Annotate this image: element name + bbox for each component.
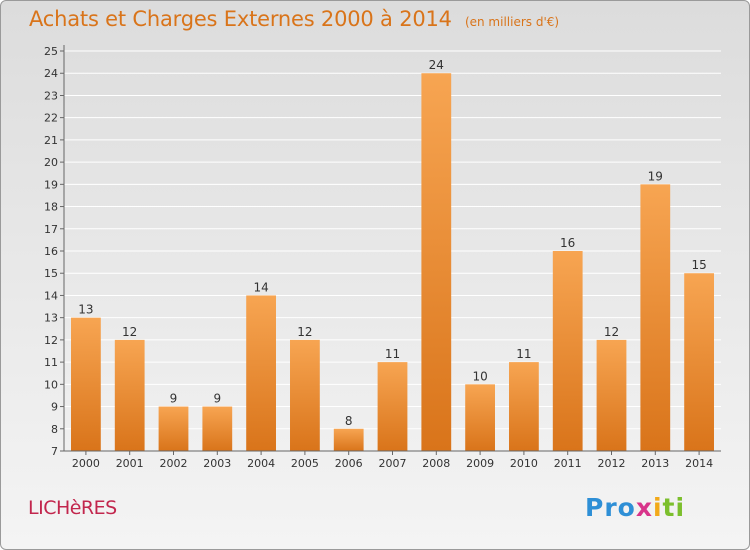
x-tick-label: 2004: [247, 457, 275, 470]
y-tick-label: 8: [51, 423, 58, 436]
y-tick-label: 12: [44, 334, 58, 347]
bar: [640, 184, 671, 452]
y-tick-label: 10: [44, 378, 58, 391]
bar-value-label: 16: [560, 236, 575, 250]
bar: [246, 295, 276, 451]
bar: [71, 317, 101, 451]
bar-value-label: 9: [170, 392, 178, 406]
y-tick-label: 24: [44, 67, 58, 80]
y-tick-label: 11: [44, 356, 58, 369]
bar-value-label: 13: [78, 303, 93, 317]
y-tick-label: 19: [44, 178, 58, 191]
logo-part-pro: Pro: [585, 493, 636, 522]
bar-value-label: 11: [385, 347, 400, 361]
bar: [377, 362, 408, 451]
bar-value-label: 12: [604, 325, 619, 339]
x-tick-label: 2007: [379, 457, 407, 470]
chart-header: Achats et Charges Externes 2000 à 2014 (…: [29, 7, 559, 31]
y-tick-label: 15: [44, 267, 58, 280]
x-tick-label: 2009: [466, 457, 494, 470]
x-tick-label: 2006: [335, 457, 363, 470]
commune-name: LICHèRES: [28, 497, 117, 519]
x-tick-label: 2002: [160, 457, 188, 470]
bar: [158, 406, 189, 451]
logo-part-ti: ti: [662, 493, 686, 522]
bar-value-label: 12: [122, 325, 137, 339]
x-tick-label: 2010: [510, 457, 538, 470]
bar-value-label: 19: [648, 169, 663, 183]
y-tick-label: 13: [44, 312, 58, 325]
bar-value-label: 8: [345, 414, 353, 428]
bar: [333, 428, 364, 451]
x-tick-label: 2013: [641, 457, 669, 470]
logo-part-i: i: [652, 493, 663, 522]
x-tick-label: 2000: [72, 457, 100, 470]
y-tick-label: 7: [51, 445, 58, 458]
x-tick-label: 2003: [203, 457, 231, 470]
bar: [465, 384, 495, 451]
bar-value-label: 10: [472, 369, 487, 383]
bar-value-label: 11: [516, 347, 531, 361]
bar: [596, 339, 627, 451]
x-tick-label: 2012: [598, 457, 626, 470]
bar-value-label: 12: [297, 325, 312, 339]
y-tick-label: 14: [44, 289, 58, 302]
y-tick-label: 21: [44, 134, 58, 147]
y-tick-label: 17: [44, 223, 58, 236]
y-tick-label: 20: [44, 156, 58, 169]
y-tick-label: 22: [44, 112, 58, 125]
chart-title: Achats et Charges Externes 2000 à 2014: [29, 7, 452, 31]
y-tick-label: 16: [44, 245, 58, 258]
x-tick-label: 2011: [554, 457, 582, 470]
bar: [509, 362, 539, 451]
bar-value-label: 24: [429, 58, 444, 72]
y-tick-label: 23: [44, 89, 58, 102]
y-tick-label: 25: [44, 45, 58, 58]
bar: [421, 73, 452, 451]
bar: [552, 251, 583, 451]
bar-value-label: 15: [691, 258, 706, 272]
x-tick-label: 2005: [291, 457, 319, 470]
y-tick-label: 9: [51, 401, 58, 414]
bar: [114, 339, 145, 451]
bar-value-label: 9: [213, 392, 221, 406]
bar-value-label: 14: [253, 280, 268, 294]
bar: [684, 273, 714, 451]
chart-subtitle: (en milliers d'€): [464, 15, 560, 29]
x-tick-label: 2014: [685, 457, 713, 470]
x-tick-label: 2001: [116, 457, 144, 470]
bar: [202, 406, 233, 451]
logo-part-x: x: [635, 493, 653, 522]
y-tick-label: 18: [44, 201, 58, 214]
bar: [290, 339, 320, 451]
proxiti-logo[interactable]: Proxiti: [585, 493, 685, 522]
x-tick-label: 2008: [422, 457, 450, 470]
